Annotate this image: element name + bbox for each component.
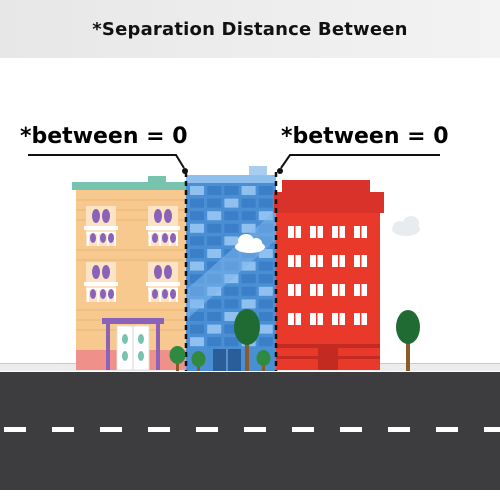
tree-icon bbox=[191, 351, 206, 371]
right-leader-dot bbox=[277, 168, 283, 174]
left-separation-label: *between = 0 bbox=[20, 124, 188, 149]
right-separation-label: *between = 0 bbox=[281, 124, 449, 149]
tree-icon bbox=[396, 310, 420, 371]
lane-markings bbox=[4, 427, 500, 432]
tree-icon bbox=[169, 346, 186, 371]
apartment-building-icon bbox=[72, 176, 188, 371]
tree-icon bbox=[234, 309, 260, 371]
page-title: *Separation Distance Between bbox=[92, 18, 408, 40]
title-banner: *Separation Distance Between bbox=[0, 0, 500, 58]
glass-office-tower-icon bbox=[186, 166, 276, 371]
red-building-icon bbox=[274, 180, 384, 370]
cloud-icon bbox=[392, 216, 420, 236]
tree-icon bbox=[256, 350, 271, 371]
left-leader-line bbox=[28, 154, 185, 169]
right-leader-line bbox=[280, 154, 440, 169]
